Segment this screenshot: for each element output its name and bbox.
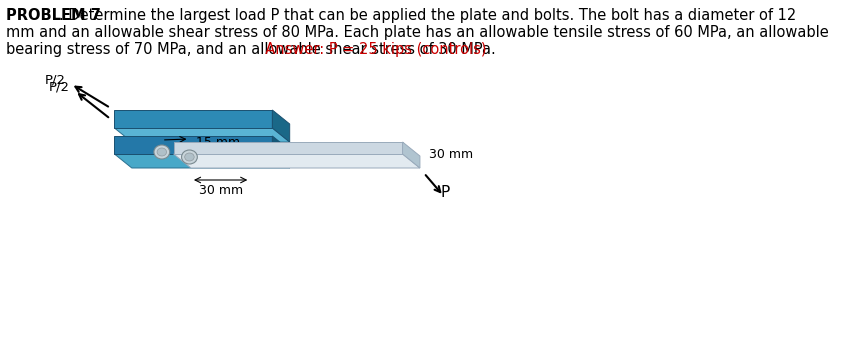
Polygon shape [173, 142, 403, 154]
Text: Answer: P = 25 kips (controls): Answer: P = 25 kips (controls) [256, 42, 486, 57]
Text: 30 mm: 30 mm [430, 149, 473, 162]
Ellipse shape [157, 148, 167, 156]
Text: 15 mm: 15 mm [196, 136, 240, 150]
Polygon shape [114, 136, 272, 154]
Text: 30 mm: 30 mm [198, 184, 243, 197]
Polygon shape [114, 128, 289, 142]
Ellipse shape [185, 153, 194, 161]
Text: P/2: P/2 [49, 81, 70, 94]
Text: P: P [441, 185, 450, 200]
Text: P/2: P/2 [45, 73, 66, 86]
Polygon shape [403, 142, 420, 168]
Text: mm and an allowable shear stress of 80 MPa. Each plate has an allowable tensile : mm and an allowable shear stress of 80 M… [7, 25, 829, 40]
Polygon shape [272, 136, 289, 168]
Polygon shape [272, 110, 289, 142]
Text: PROBLEM 7: PROBLEM 7 [7, 8, 101, 23]
Polygon shape [173, 154, 420, 168]
Polygon shape [114, 154, 289, 168]
Text: . Determine the largest load P that can be applied the plate and bolts. The bolt: . Determine the largest load P that can … [59, 8, 796, 23]
Polygon shape [114, 110, 272, 128]
Text: bearing stress of 70 MPa, and an allowable shear stress of 30 MPa.: bearing stress of 70 MPa, and an allowab… [7, 42, 496, 57]
Ellipse shape [182, 150, 198, 164]
Ellipse shape [154, 145, 170, 159]
